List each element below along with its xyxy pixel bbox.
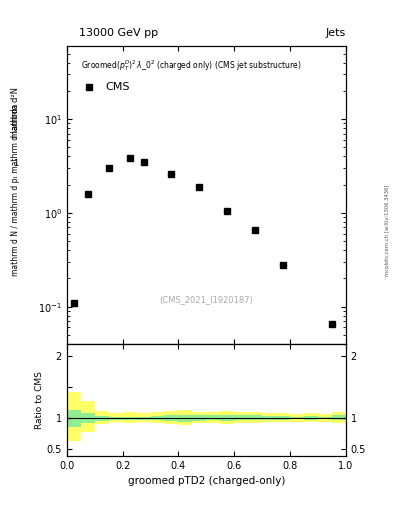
Y-axis label: Ratio to CMS: Ratio to CMS	[35, 371, 44, 429]
Text: Jets: Jets	[325, 28, 346, 38]
Text: (CMS_2021_I1920187): (CMS_2021_I1920187)	[160, 295, 253, 304]
Text: mcplots.cern.ch [arXiv:1306.3436]: mcplots.cern.ch [arXiv:1306.3436]	[385, 185, 389, 276]
X-axis label: groomed pTD2 (charged-only): groomed pTD2 (charged-only)	[128, 476, 285, 486]
Text: Groomed$(p_T^D)^2\,\lambda\_0^2$ (charged only) (CMS jet substructure): Groomed$(p_T^D)^2\,\lambda\_0^2$ (charge…	[81, 58, 301, 73]
Text: 13000 GeV pp: 13000 GeV pp	[79, 28, 158, 38]
Text: CMS: CMS	[106, 82, 130, 92]
Text: mathrm d N / mathrm d pₜ mathrm d lambda: mathrm d N / mathrm d pₜ mathrm d lambda	[11, 103, 20, 275]
Text: 1: 1	[13, 159, 18, 168]
Text: mathrm d²N: mathrm d²N	[11, 87, 20, 138]
